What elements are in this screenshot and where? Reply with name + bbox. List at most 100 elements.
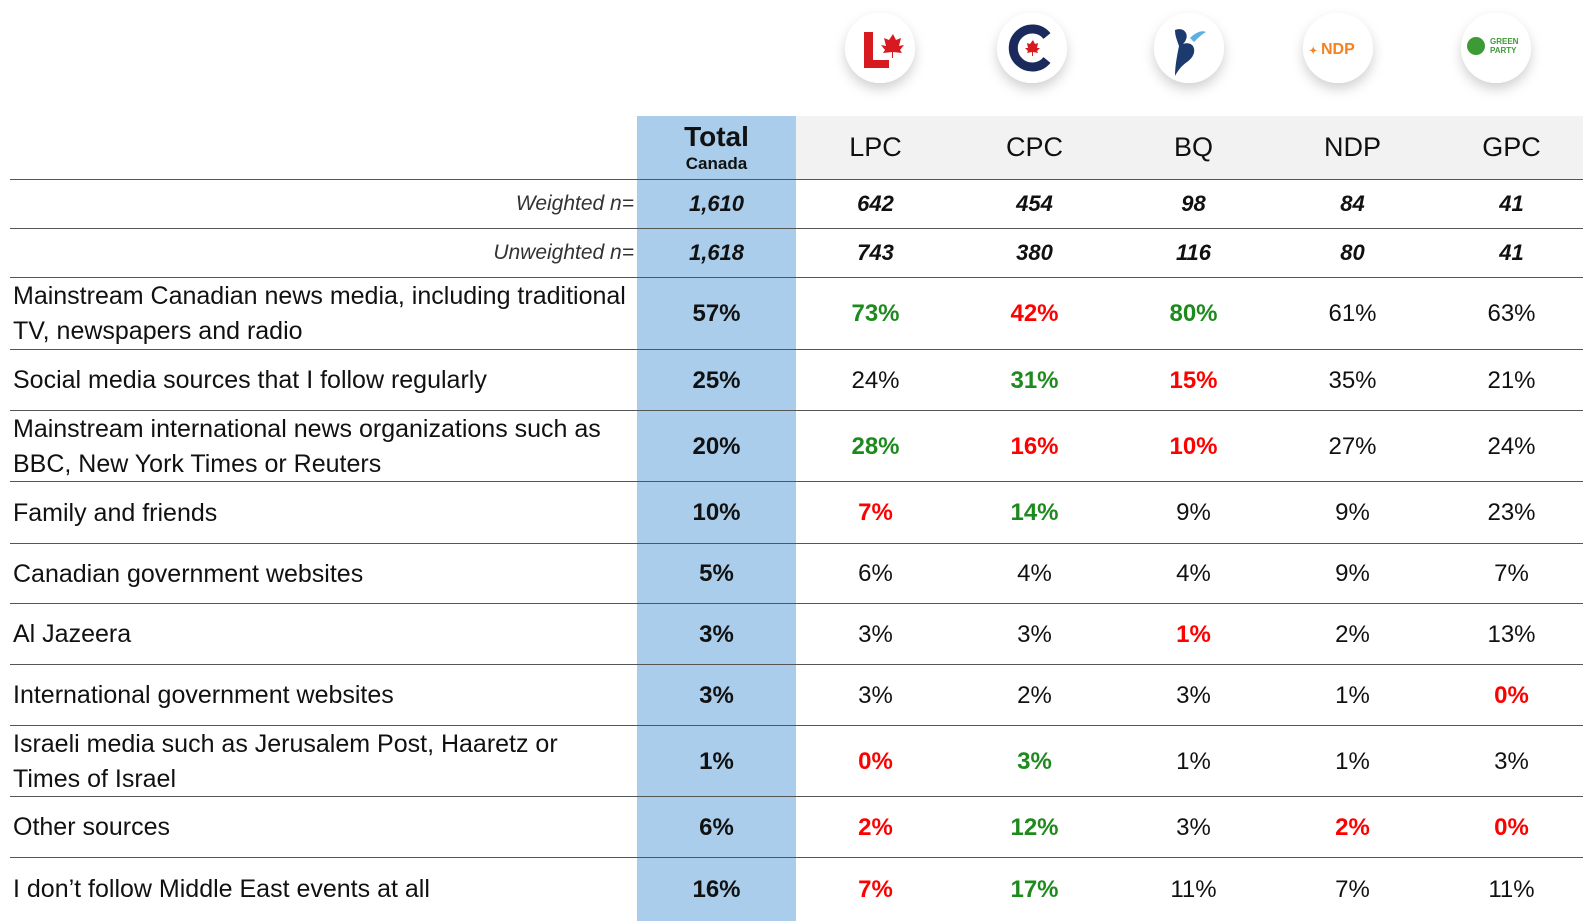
rule: [10, 603, 1583, 604]
value-cell: 27%: [1328, 432, 1377, 460]
total-title: Total: [684, 121, 749, 152]
ndp-logo: ✦ NDP: [1303, 13, 1373, 83]
n-value: 380: [1016, 240, 1053, 265]
value-cell: 24%: [1487, 432, 1536, 460]
value-cell: 2%: [1335, 813, 1370, 841]
value-cell: 20%: [692, 432, 741, 460]
value-cell: 3%: [1176, 813, 1211, 841]
value-cell: 11%: [1170, 875, 1217, 903]
party-header: NDP: [1323, 132, 1381, 162]
value-cell: 3%: [699, 681, 734, 709]
value-cell: 3%: [858, 620, 893, 648]
row-label: Canadian government websites: [13, 559, 364, 588]
ndp-logo-text: NDP: [1321, 41, 1355, 58]
lpc-logo: [845, 13, 915, 83]
n-value: 1,618: [688, 240, 745, 265]
value-cell: 21%: [1487, 366, 1536, 394]
value-cell: 5%: [699, 560, 734, 587]
value-cell: 1%: [1176, 620, 1211, 648]
header-bg: [796, 116, 1583, 179]
value-cell: 9%: [1335, 560, 1370, 587]
rule: [10, 543, 1583, 544]
green-logo-text: GREEN: [1490, 37, 1519, 46]
value-cell: 7%: [858, 875, 893, 903]
value-cell: 2%: [1017, 681, 1052, 709]
n-value: 454: [1016, 191, 1053, 216]
party-header: BQ: [1173, 132, 1213, 162]
value-cell: 0%: [858, 747, 893, 775]
n-value: 80: [1340, 240, 1365, 265]
value-cell: 1%: [1335, 747, 1370, 775]
value-cell: 3%: [699, 620, 734, 648]
rule: [10, 410, 1583, 411]
value-cell: 57%: [692, 300, 741, 327]
value-cell: 80%: [1169, 300, 1218, 327]
value-cell: 13%: [1487, 620, 1536, 648]
value-cell: 7%: [858, 499, 893, 526]
value-cell: 31%: [1010, 366, 1059, 394]
value-cell: 1%: [1335, 681, 1370, 709]
value-cell: 7%: [1494, 560, 1529, 587]
value-cell: 3%: [1017, 747, 1052, 775]
n-value: 41: [1499, 240, 1524, 265]
value-cell: 12%: [1010, 813, 1059, 841]
rule: [10, 725, 1583, 726]
value-cell: 6%: [858, 560, 893, 587]
value-cell: 2%: [1335, 620, 1370, 648]
n-value: 116: [1175, 240, 1212, 265]
total-subtitle: Canada: [685, 154, 748, 173]
cpc-logo: [997, 13, 1067, 83]
value-cell: 16%: [1010, 432, 1059, 460]
party-header: CPC: [1005, 132, 1063, 162]
total-header: Total Canada: [637, 116, 796, 179]
n-value: 84: [1340, 191, 1365, 216]
value-cell: 10%: [1169, 432, 1218, 460]
row-label: Israeli media such as Jerusalem Post, Ha…: [13, 729, 558, 793]
row-label: Other sources: [13, 813, 171, 841]
party-header: LPC: [849, 132, 902, 162]
value-cell: 2%: [858, 813, 893, 841]
value-cell: 24%: [851, 366, 900, 394]
n-label: Unweighted n=: [493, 241, 634, 264]
value-cell: 16%: [692, 875, 741, 903]
value-cell: 14%: [1010, 499, 1059, 526]
n-value: 41: [1499, 191, 1524, 216]
value-cell: 10%: [692, 499, 741, 526]
rule: [10, 796, 1583, 797]
row-label: I don’t follow Middle East events at all: [13, 875, 430, 903]
value-cell: 28%: [851, 432, 900, 460]
value-cell: 61%: [1328, 300, 1377, 327]
row-label: Al Jazeera: [13, 620, 132, 648]
value-cell: 42%: [1010, 300, 1059, 327]
value-cell: 11%: [1488, 875, 1535, 903]
party-header: GPC: [1482, 132, 1541, 162]
rule: [10, 481, 1583, 482]
value-cell: 0%: [1494, 681, 1529, 709]
total-column-bg: [637, 116, 796, 921]
value-cell: 9%: [1335, 499, 1370, 526]
value-cell: 0%: [1494, 813, 1529, 841]
value-cell: 25%: [692, 366, 741, 394]
rule: [10, 857, 1583, 858]
party-logos: ✦ NDP GREEN PARTY: [845, 13, 1531, 83]
n-label: Weighted n=: [515, 192, 634, 215]
n-value: 1,610: [688, 191, 745, 216]
svg-text:✦: ✦: [1309, 46, 1317, 57]
row-label: Social media sources that I follow regul…: [13, 366, 487, 394]
bq-logo: [1154, 13, 1224, 83]
value-cell: 63%: [1487, 300, 1536, 327]
value-cell: 1%: [1176, 747, 1211, 775]
row-label: Mainstream Canadian news media, includin…: [13, 282, 626, 345]
value-cell: 9%: [1176, 499, 1211, 526]
value-cell: 3%: [1176, 681, 1211, 709]
value-cell: 4%: [1017, 560, 1052, 587]
rule: [10, 179, 1583, 180]
value-cell: 7%: [1335, 875, 1370, 903]
rule: [10, 664, 1583, 665]
value-cell: 3%: [1017, 620, 1052, 648]
row-label: Family and friends: [13, 498, 218, 527]
green-logo-text: PARTY: [1490, 46, 1517, 55]
n-value: 642: [857, 191, 894, 216]
n-value: 98: [1181, 191, 1206, 216]
